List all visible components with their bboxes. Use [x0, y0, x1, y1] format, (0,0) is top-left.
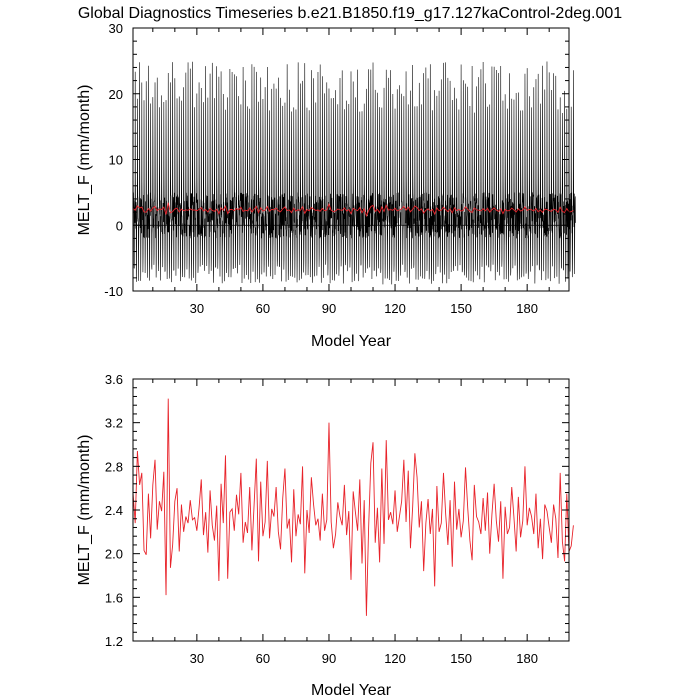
bottom-x-tick-label: 120: [384, 651, 406, 666]
bottom-chart: 30 60 90 120 150 180 1.2 1.6 2.0 2.4 2.8 3.2 3.6 Mod…: [76, 372, 574, 699]
bottom-y-tick-label: 2.0: [105, 547, 123, 562]
top-series-annual: [132, 202, 574, 218]
bottom-annual-line: [132, 398, 574, 616]
bottom-x-tick-label: 150: [450, 651, 472, 666]
bottom-y-tick-label: 2.4: [105, 503, 123, 518]
top-annual-line: [132, 202, 574, 218]
top-x-tick-label: 90: [322, 301, 336, 316]
top-y-tick-label: 30: [109, 21, 123, 36]
bottom-y-tick-label: 3.2: [105, 416, 123, 431]
bottom-y-tick-label: 3.6: [105, 372, 123, 387]
top-y-tick-label: -10: [104, 284, 123, 299]
bottom-y-tick-label: 1.2: [105, 634, 123, 649]
top-y-tick-label: 10: [109, 153, 123, 168]
bottom-x-tick-label: 60: [256, 651, 270, 666]
top-chart: 30 60 90 120 150 180 -10 0 10 20 30 Model Year MEL…: [76, 21, 576, 350]
bottom-y-axis-label: MELT_F (mm/month): [76, 435, 93, 586]
bottom-x-tick-label: 90: [322, 651, 336, 666]
top-axes: 30 60 90 120 150 180 -10 0 10 20 30: [104, 21, 569, 316]
top-y-tick-label: 0: [116, 218, 123, 233]
top-x-tick-label: 120: [384, 301, 406, 316]
bottom-x-axis-label: Model Year: [311, 682, 392, 699]
figure-title: Global Diagnostics Timeseries b.e21.B185…: [78, 5, 622, 22]
top-x-tick-label: 150: [450, 301, 472, 316]
top-x-tick-label: 30: [190, 301, 204, 316]
top-x-tick-label: 180: [516, 301, 538, 316]
top-x-tick-label: 60: [256, 301, 270, 316]
bottom-x-tick-label: 30: [190, 651, 204, 666]
top-y-axis-label: MELT_F (mm/month): [76, 85, 93, 236]
bottom-y-tick-label: 1.6: [105, 590, 123, 605]
bottom-x-tick-label: 180: [516, 651, 538, 666]
top-monthly-line: [132, 61, 576, 285]
bottom-y-tick-label: 2.8: [105, 459, 123, 474]
top-y-tick-label: 20: [109, 87, 123, 102]
bottom-axes: 30 60 90 120 150 180 1.2 1.6 2.0 2.4 2.8 3.2 3.6: [105, 372, 569, 666]
top-x-axis-label: Model Year: [311, 333, 392, 350]
bottom-series-annual: [132, 398, 574, 616]
top-series-monthly: [132, 61, 576, 285]
